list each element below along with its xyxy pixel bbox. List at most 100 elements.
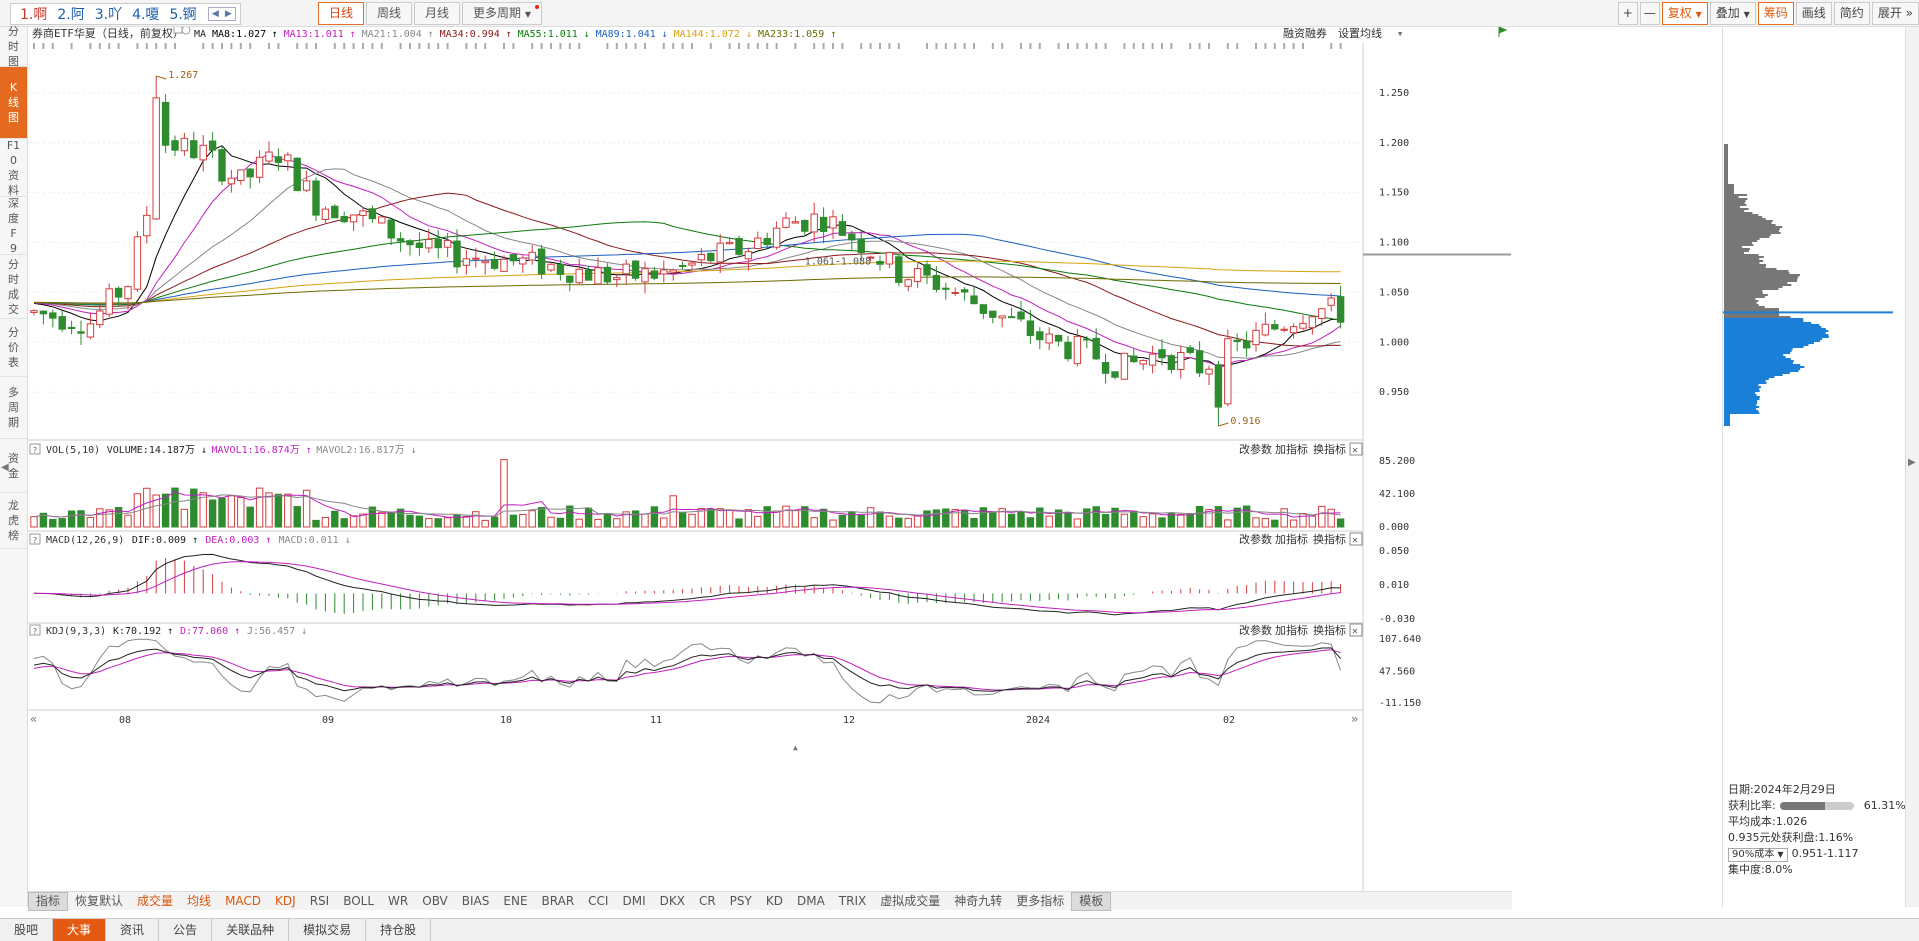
candle	[134, 237, 140, 289]
tab-daily[interactable]: 日线	[318, 2, 364, 25]
left-nav-item[interactable]: 分时图	[0, 27, 27, 67]
indicator-tab[interactable]: 成交量	[130, 893, 180, 910]
indicator-tab[interactable]: DMA	[790, 893, 832, 910]
volume-bar	[1018, 512, 1024, 527]
ma-legend-item: MA21:1.004	[362, 29, 422, 40]
indicator-tab[interactable]: 更多指标	[1009, 893, 1071, 910]
volume-bar	[332, 511, 338, 527]
chip-bar	[1724, 388, 1759, 390]
chip-bar	[1724, 246, 1742, 248]
draw-line-button[interactable]: 画线	[1796, 2, 1832, 25]
indicator-tab[interactable]: KD	[759, 893, 790, 910]
concentration-label: 集中度:	[1728, 863, 1765, 876]
left-nav-item[interactable]: 分时成交	[0, 255, 27, 319]
simple-mode-button[interactable]: 简约	[1834, 2, 1870, 25]
chip-bar	[1724, 206, 1740, 208]
ime-candidate[interactable]: 2.阿	[57, 4, 84, 24]
collapse-right-icon[interactable]: ▶	[1908, 457, 1916, 468]
bottom-tab[interactable]: 大事	[53, 919, 106, 941]
event-marker	[418, 43, 420, 49]
indicator-tab[interactable]: OBV	[415, 893, 455, 910]
tab-weekly[interactable]: 周线	[366, 2, 412, 25]
chevron-right-icon[interactable]: ▶	[222, 8, 235, 20]
chip-bar	[1724, 320, 1803, 322]
cost-percent-select[interactable]: 90%成本 ▼	[1728, 848, 1788, 862]
help-icon[interactable]	[174, 27, 182, 33]
indicator-tab[interactable]: MACD	[218, 893, 268, 910]
chip-bar	[1724, 274, 1800, 276]
ime-candidate[interactable]: 1.啊	[20, 4, 47, 24]
flag-icon[interactable]	[1499, 27, 1506, 37]
candle	[1328, 298, 1334, 305]
indicator-tab[interactable]: DKX	[653, 893, 692, 910]
candle	[388, 220, 394, 238]
indicator-tab[interactable]: RSI	[303, 893, 337, 910]
bottom-tab[interactable]: 关联品种	[212, 919, 289, 941]
left-nav-item[interactable]: 多周期	[0, 377, 27, 439]
kdj-line	[34, 639, 1341, 703]
indicator-tab[interactable]: WR	[381, 893, 415, 910]
cost-range: 0.951-1.117	[1792, 847, 1859, 860]
chip-bar	[1724, 182, 1728, 184]
left-nav-item[interactable]: F1 0 资料	[0, 139, 27, 197]
bottom-tab[interactable]: 公告	[159, 919, 212, 941]
candle	[971, 296, 977, 304]
volume-bar	[708, 509, 714, 527]
cost-percent-value: 90%成本	[1732, 849, 1774, 860]
ime-candidate[interactable]: 3.吖	[95, 4, 122, 24]
tab-more-periods[interactable]: 更多周期 ▼	[462, 2, 542, 25]
indicator-tab[interactable]: KDJ	[268, 893, 303, 910]
bottom-tab[interactable]: 股吧	[0, 919, 53, 941]
left-nav-item[interactable]: 分价表	[0, 319, 27, 377]
ime-pager[interactable]: ◀ ▶	[208, 7, 236, 21]
zoom-in-button[interactable]: +	[1618, 2, 1638, 25]
indicator-tab[interactable]: BIAS	[455, 893, 497, 910]
indicator-tab[interactable]: CCI	[581, 893, 615, 910]
chevron-left-icon[interactable]: ◀	[209, 8, 222, 20]
left-nav-item[interactable]: K线图	[0, 67, 27, 139]
indicator-tab[interactable]: PSY	[723, 893, 759, 910]
chip-bar	[1724, 224, 1776, 226]
overlay-dropdown[interactable]: 叠加 ▼	[1710, 2, 1756, 25]
event-marker	[935, 43, 937, 49]
indicator-tab[interactable]: 恢复默认	[68, 893, 130, 910]
volume-bar	[1225, 520, 1231, 527]
indicator-tab[interactable]: ENE	[496, 893, 534, 910]
kline-chart-area[interactable]: 券商ETF华夏（日线，前复权） MA MA8:1.027 ↑ MA13:1.011 ↑ MA…	[28, 27, 1511, 907]
candle	[285, 155, 291, 161]
volume-bar	[839, 515, 845, 527]
chouma-button[interactable]: 筹码	[1758, 2, 1794, 25]
indicator-tab[interactable]: 神奇九转	[947, 893, 1009, 910]
indicator-tab[interactable]: BRAR	[535, 893, 582, 910]
left-nav-item[interactable]: 龙虎榜	[0, 493, 27, 549]
indicator-tab[interactable]: 指标	[28, 892, 68, 911]
indicator-tab[interactable]: 均线	[180, 893, 218, 910]
indicator-tab[interactable]: TRIX	[832, 893, 873, 910]
ime-candidate[interactable]: 5.锕	[169, 4, 196, 24]
indicator-tab[interactable]: BOLL	[336, 893, 381, 910]
indicator-tab[interactable]: DMI	[615, 893, 652, 910]
candle	[350, 215, 356, 222]
zoom-out-button[interactable]: —	[1640, 2, 1660, 25]
arrow-icon	[156, 76, 166, 79]
indicator-tab[interactable]: CR	[692, 893, 723, 910]
bottom-tab[interactable]: 持仓股	[366, 919, 431, 941]
candle	[1149, 354, 1155, 365]
volume-bar	[1272, 520, 1278, 527]
indicator-tab[interactable]: 虚拟成交量	[873, 893, 947, 910]
ma-legend-item: MA8:1.027	[212, 29, 266, 40]
volume-bar	[905, 518, 911, 527]
indicator-tab[interactable]: 模板	[1071, 892, 1111, 911]
event-marker	[1133, 43, 1135, 49]
bottom-tab[interactable]: 资讯	[106, 919, 159, 941]
candle	[604, 267, 610, 282]
left-nav-item[interactable]: 深度F9	[0, 197, 27, 255]
ime-candidate[interactable]: 4.嗄	[132, 4, 159, 24]
event-marker	[1161, 43, 1163, 49]
chip-bar	[1724, 386, 1761, 388]
collapse-left-icon[interactable]: ◀	[1, 462, 9, 473]
fuquan-dropdown[interactable]: 复权 ▼	[1662, 2, 1708, 25]
unfold-button[interactable]: 展开 »	[1872, 2, 1919, 25]
tab-monthly[interactable]: 月线	[414, 2, 460, 25]
bottom-tab[interactable]: 模拟交易	[289, 919, 366, 941]
